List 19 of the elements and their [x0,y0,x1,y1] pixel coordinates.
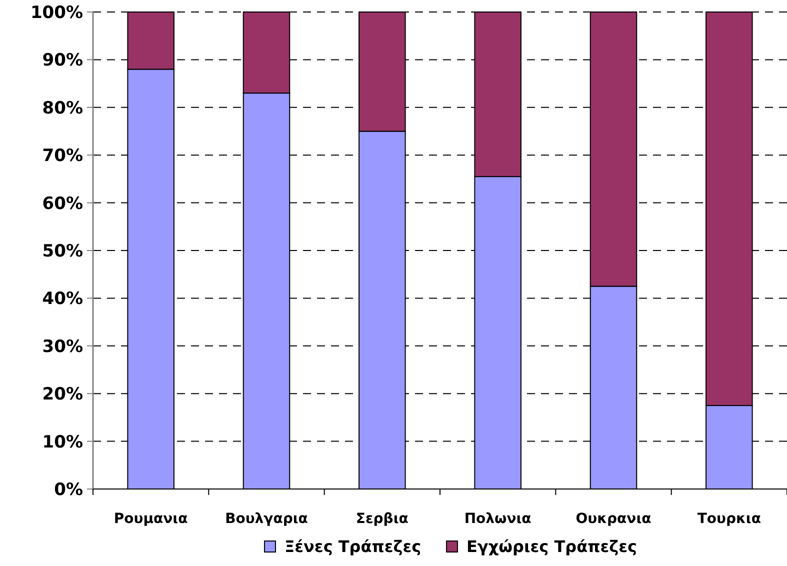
y-tick-label: 80% [42,98,83,118]
x-tick-label: Ουκρανια [576,511,652,527]
x-tick-label: Σερβια [356,511,409,527]
y-tick-label: 60% [42,194,83,214]
x-tick-label: Βουλγαρια [225,511,308,527]
y-tick-label: 0% [54,480,83,500]
y-tick-label: 10% [42,432,83,452]
y-tick-label: 30% [42,336,83,357]
y-tick-label: 100% [30,2,83,23]
y-tick-label: 40% [42,289,83,310]
x-tick-label: Πολωνια [464,511,532,527]
y-tick-label: 50% [42,241,83,262]
legend-label: Ξένες Τράπεζες [284,537,422,556]
x-tick-label: Τουρκια [697,511,762,527]
y-tick-label: 70% [42,146,83,166]
y-tick-label: 90% [42,50,83,71]
y-tick-label: 20% [42,384,83,405]
legend-label: Εγχώριες Τράπεζες [466,537,637,556]
x-tick-label: Ρουμανια [114,511,188,527]
